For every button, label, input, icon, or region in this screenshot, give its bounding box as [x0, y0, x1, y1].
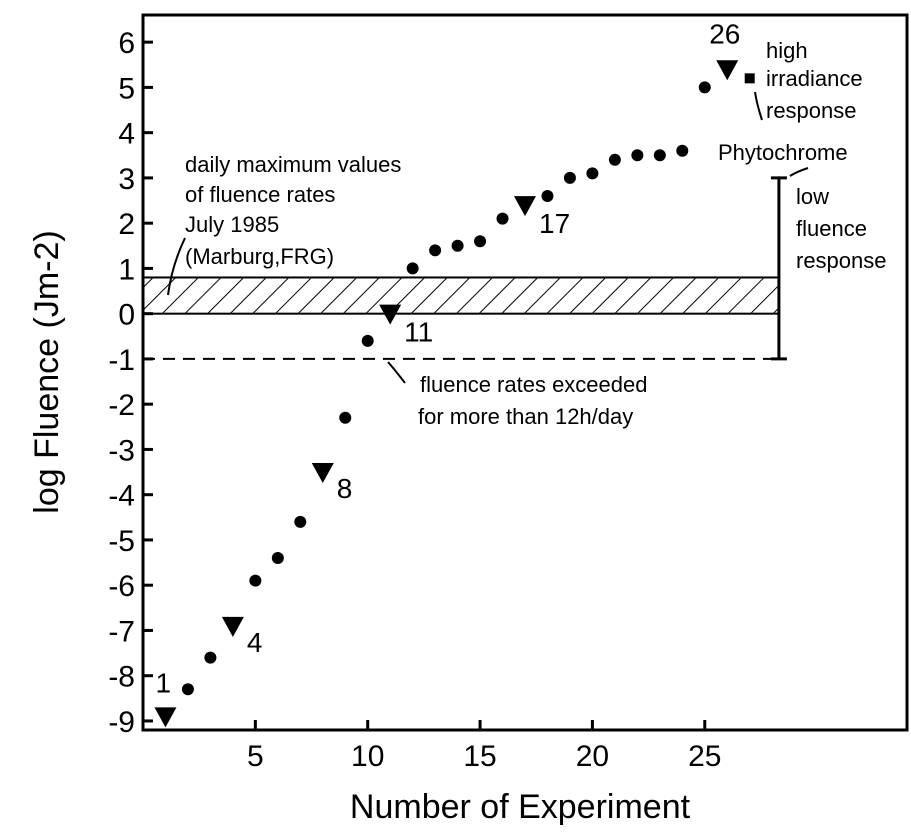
- data-point: [496, 212, 509, 225]
- annotation: low: [796, 184, 829, 209]
- annotation: high: [766, 38, 808, 63]
- y-axis-label: log Fluence (Jm-2): [28, 230, 66, 513]
- annotation: fluence: [796, 216, 867, 241]
- y-tick-label: -5: [108, 525, 135, 558]
- data-point: [406, 262, 419, 275]
- data-point: [631, 149, 644, 162]
- annotation: Phytochrome: [718, 140, 848, 165]
- y-tick-label: -4: [108, 480, 135, 513]
- point-label: 1: [155, 667, 171, 698]
- y-tick-label: -2: [108, 389, 135, 422]
- y-tick-label: 5: [118, 72, 135, 105]
- y-tick-label: 3: [118, 163, 135, 196]
- data-point: [451, 239, 464, 252]
- annotation: daily maximum values: [185, 152, 401, 177]
- y-tick-label: -7: [108, 615, 135, 648]
- annotation: response: [796, 248, 887, 273]
- data-point: [429, 244, 442, 257]
- annotation: response: [766, 98, 857, 123]
- y-tick-label: -3: [108, 434, 135, 467]
- y-tick-label: 4: [118, 118, 135, 151]
- data-point: [541, 190, 554, 203]
- point-label: 8: [337, 473, 353, 504]
- leader-line: [754, 91, 763, 121]
- data-point: [339, 411, 352, 424]
- x-axis-label: Number of Experiment: [350, 788, 691, 826]
- leader-line: [789, 167, 809, 177]
- y-tick-label: 2: [118, 208, 135, 241]
- y-tick-label: -1: [108, 344, 135, 377]
- annotation: of fluence rates: [185, 182, 335, 207]
- data-point: [586, 167, 599, 180]
- y-tick-label: -6: [108, 570, 135, 603]
- annotation: for more than 12h/day: [418, 404, 633, 429]
- x-tick-label: 25: [688, 740, 721, 773]
- data-point: [563, 171, 576, 184]
- data-point: [221, 616, 244, 637]
- y-tick-label: 0: [118, 299, 135, 332]
- annotations: daily maximum values of fluence rates Ju…: [185, 38, 887, 429]
- data-point: [271, 552, 284, 565]
- data-point: [744, 73, 755, 84]
- x-tick-label: 20: [576, 740, 609, 773]
- data-point: [716, 60, 739, 81]
- annotation: July 1985: [185, 212, 279, 237]
- point-label: 11: [404, 317, 433, 348]
- y-tick-label: -8: [108, 661, 135, 694]
- y-tick-label: -9: [108, 706, 135, 739]
- data-point: [379, 304, 402, 325]
- data-point: [474, 235, 487, 248]
- data-point: [154, 707, 177, 728]
- data-point: [676, 144, 689, 157]
- data-point: [514, 196, 536, 217]
- x-tick-label: 10: [351, 740, 384, 773]
- annotation: (Marburg,FRG): [185, 244, 334, 269]
- data-point: [653, 149, 666, 162]
- hatched-band: [142, 276, 780, 315]
- data-point: [181, 683, 194, 696]
- point-label: 4: [247, 627, 263, 658]
- y-tick-label: 6: [118, 27, 135, 60]
- data-point: [361, 334, 374, 347]
- data-point: [698, 81, 711, 94]
- annotation: irradiance: [766, 66, 863, 91]
- point-label: 26: [709, 18, 740, 49]
- data-point: [204, 651, 217, 664]
- plot-frame: [141, 13, 909, 732]
- x-tick-label: 5: [247, 740, 264, 773]
- annotation: fluence rates exceeded: [420, 372, 648, 397]
- data-point: [249, 574, 262, 587]
- data-point: [294, 515, 307, 528]
- leader-lines: [167, 91, 809, 384]
- point-label: 17: [539, 208, 570, 239]
- y-tick-label: 1: [118, 253, 135, 286]
- data-point: [311, 463, 334, 484]
- leader-line: [387, 361, 406, 384]
- x-tick-label: 15: [463, 740, 496, 773]
- data-point: [608, 153, 621, 166]
